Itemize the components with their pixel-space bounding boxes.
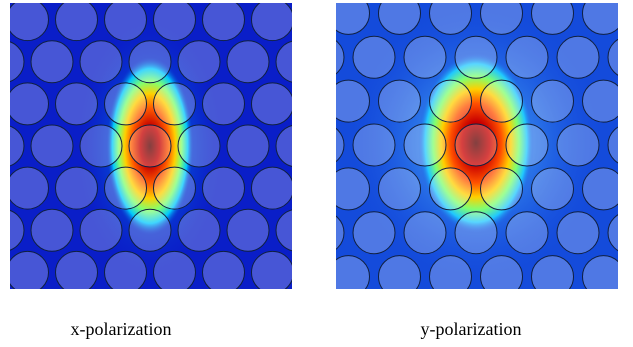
air-hole bbox=[429, 3, 472, 35]
air-hole bbox=[104, 3, 147, 42]
air-hole bbox=[55, 82, 98, 126]
air-hole bbox=[480, 255, 523, 289]
air-hole bbox=[378, 3, 421, 35]
air-hole bbox=[556, 123, 600, 167]
air-hole bbox=[454, 211, 498, 255]
air-hole bbox=[226, 40, 270, 84]
air-hole bbox=[352, 211, 396, 255]
air-hole bbox=[79, 208, 123, 252]
air-hole bbox=[10, 125, 25, 167]
air-hole bbox=[403, 211, 447, 255]
air-hole bbox=[531, 79, 574, 123]
air-hole bbox=[177, 208, 221, 252]
air-hole bbox=[202, 166, 245, 210]
air-hole bbox=[336, 3, 370, 35]
air-hole bbox=[480, 79, 523, 123]
air-hole bbox=[454, 35, 498, 79]
air-hole bbox=[480, 167, 523, 211]
air-hole bbox=[202, 82, 245, 126]
air-hole bbox=[531, 167, 574, 211]
air-hole bbox=[55, 3, 98, 42]
air-hole bbox=[177, 40, 221, 84]
air-hole bbox=[429, 167, 472, 211]
field-map-x-polarization bbox=[10, 3, 292, 289]
air-hole bbox=[251, 250, 292, 289]
air-hole bbox=[30, 208, 74, 252]
air-hole bbox=[104, 250, 147, 289]
air-hole bbox=[454, 123, 498, 167]
air-hole bbox=[352, 123, 396, 167]
y-polarization-mode-image bbox=[336, 3, 618, 289]
air-hole bbox=[104, 166, 147, 210]
air-hole bbox=[582, 167, 618, 211]
air-hole bbox=[55, 166, 98, 210]
air-hole bbox=[556, 211, 600, 255]
air-hole bbox=[275, 125, 292, 167]
air-hole bbox=[10, 166, 49, 210]
air-hole bbox=[582, 3, 618, 35]
air-hole bbox=[607, 126, 618, 164]
air-hole bbox=[336, 79, 370, 123]
air-hole bbox=[153, 250, 196, 289]
caption-x-polarization: x-polarization bbox=[70, 319, 172, 339]
air-hole bbox=[128, 124, 172, 168]
air-hole bbox=[251, 82, 292, 126]
air-hole bbox=[10, 82, 49, 126]
air-hole bbox=[30, 124, 74, 168]
air-hole bbox=[531, 255, 574, 289]
air-hole-lattice bbox=[336, 3, 618, 289]
air-hole bbox=[55, 250, 98, 289]
air-hole bbox=[10, 3, 49, 42]
air-hole bbox=[153, 3, 196, 42]
air-hole bbox=[582, 255, 618, 289]
air-hole bbox=[128, 40, 172, 84]
air-hole bbox=[352, 35, 396, 79]
air-hole bbox=[10, 41, 25, 83]
air-hole bbox=[429, 255, 472, 289]
air-hole bbox=[378, 79, 421, 123]
air-hole bbox=[79, 40, 123, 84]
air-hole bbox=[403, 123, 447, 167]
air-hole-lattice bbox=[10, 3, 292, 289]
air-hole bbox=[275, 209, 292, 252]
air-hole bbox=[429, 79, 472, 123]
air-hole bbox=[226, 124, 270, 168]
air-hole bbox=[607, 214, 618, 252]
air-hole bbox=[378, 255, 421, 289]
air-hole bbox=[378, 167, 421, 211]
caption-y-polarization: y-polarization bbox=[420, 319, 522, 339]
air-hole bbox=[251, 3, 292, 42]
air-hole bbox=[275, 40, 292, 83]
air-hole bbox=[403, 35, 447, 79]
air-hole bbox=[505, 123, 549, 167]
air-hole bbox=[251, 166, 292, 210]
air-hole bbox=[336, 255, 370, 289]
air-hole bbox=[226, 208, 270, 252]
air-hole bbox=[556, 35, 600, 79]
air-hole bbox=[177, 124, 221, 168]
air-hole bbox=[202, 250, 245, 289]
air-hole bbox=[582, 79, 618, 123]
air-hole bbox=[336, 127, 345, 163]
air-hole bbox=[480, 3, 523, 35]
air-hole bbox=[128, 208, 172, 252]
air-hole bbox=[336, 40, 345, 75]
air-hole bbox=[505, 211, 549, 255]
air-hole bbox=[202, 3, 245, 42]
air-hole bbox=[531, 3, 574, 35]
air-hole bbox=[607, 38, 618, 76]
air-hole bbox=[336, 215, 345, 250]
air-hole bbox=[336, 167, 370, 211]
air-hole bbox=[153, 166, 196, 210]
x-polarization-mode-image bbox=[10, 3, 292, 289]
air-hole bbox=[30, 40, 74, 84]
air-hole bbox=[10, 250, 49, 289]
air-hole bbox=[10, 209, 25, 251]
air-hole bbox=[505, 35, 549, 79]
air-hole bbox=[79, 124, 123, 168]
field-map-y-polarization bbox=[336, 3, 618, 289]
air-hole bbox=[153, 82, 196, 126]
air-hole bbox=[104, 82, 147, 126]
